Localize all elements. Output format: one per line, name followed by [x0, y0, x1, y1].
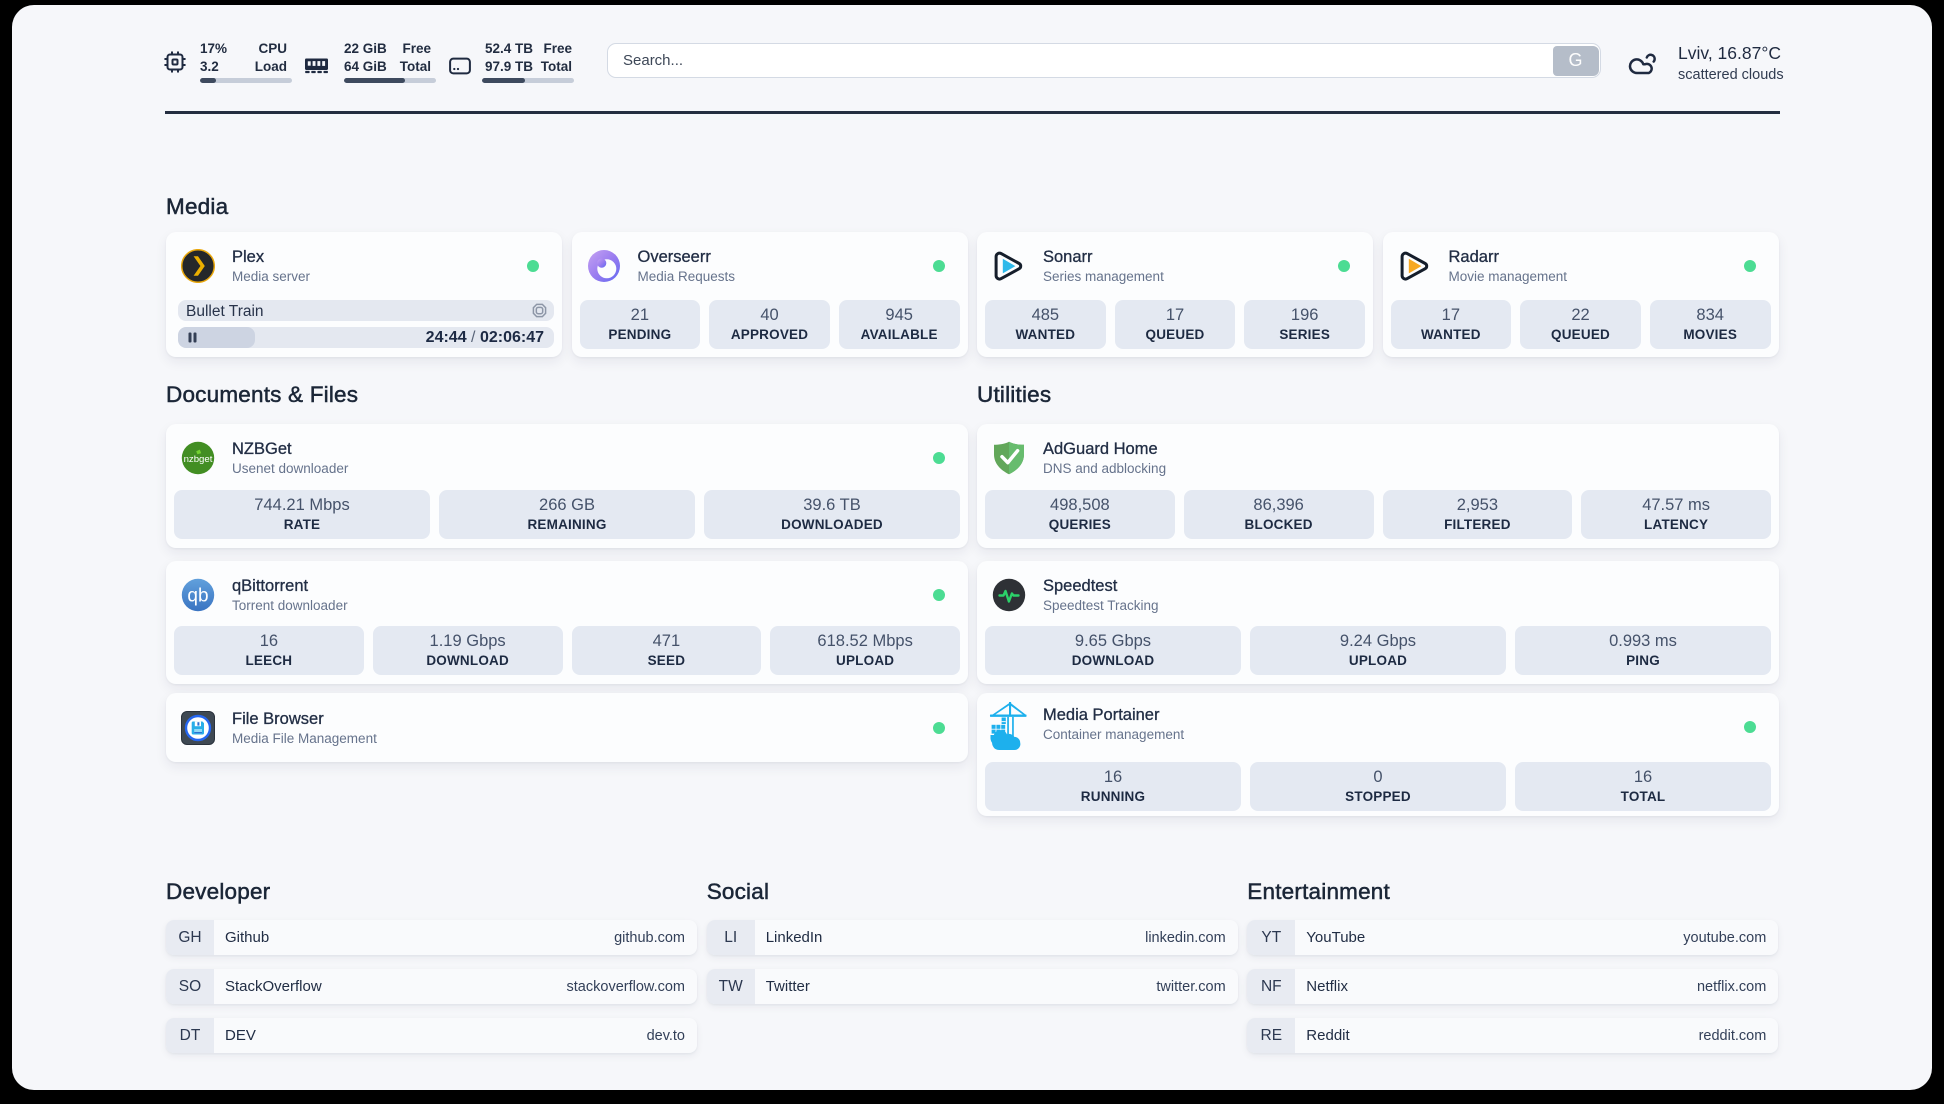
svg-text:qb: qb — [187, 586, 208, 607]
svg-text:nzbget: nzbget — [184, 454, 213, 465]
